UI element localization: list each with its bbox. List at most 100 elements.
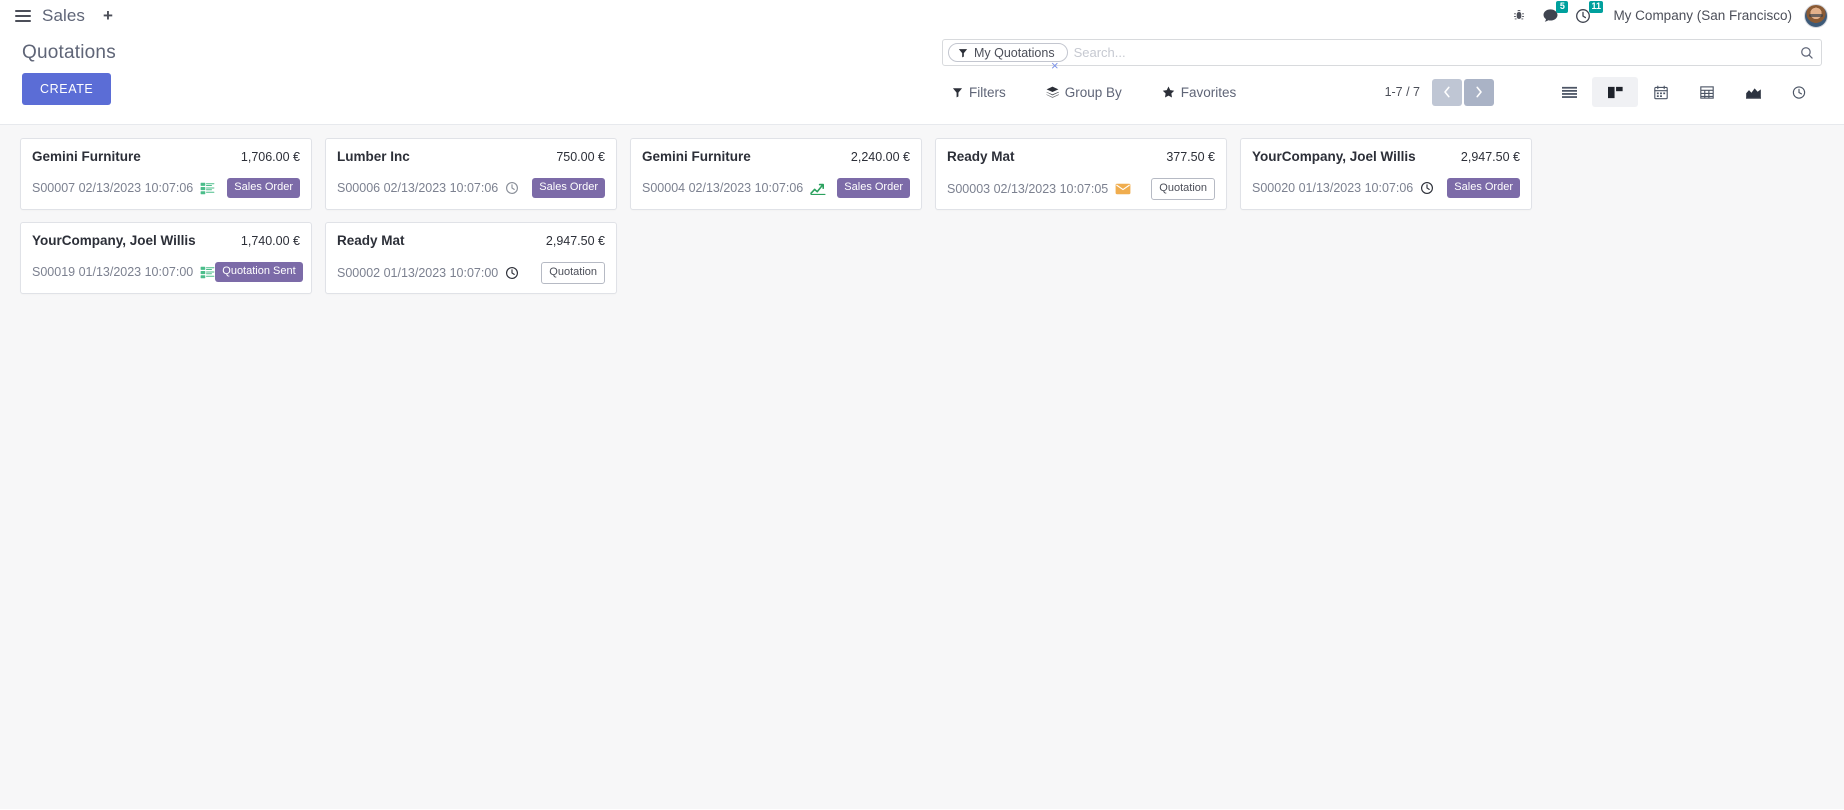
kanban-board: Gemini Furniture 1,706.00 € S00007 02/13/2…	[0, 125, 1844, 809]
activities-button[interactable]: 11	[1567, 0, 1603, 31]
kanban-card-footer: S00006 02/13/2023 10:07:06 Sales Order	[337, 178, 605, 198]
status-badge: Sales Order	[227, 178, 300, 198]
control-panel-left: Quotations CREATE	[22, 31, 116, 105]
pager-previous-button[interactable]	[1432, 78, 1462, 106]
chevron-left-icon	[1444, 86, 1450, 98]
graph-icon	[1745, 87, 1761, 99]
view-graph-button[interactable]	[1730, 77, 1776, 107]
kanban-card-amount: 750.00 €	[556, 150, 605, 164]
kanban-card[interactable]: Gemini Furniture 2,240.00 € S00004 02/13/2…	[630, 138, 922, 210]
group-by-menu-label: Group By	[1064, 84, 1122, 100]
kanban-card-amount: 2,947.50 €	[545, 234, 605, 248]
kanban-card-partner: Gemini Furniture	[642, 149, 751, 164]
apps-menu-icon[interactable]	[8, 2, 38, 30]
view-switcher	[1546, 77, 1822, 107]
bug-icon[interactable]	[1504, 0, 1534, 31]
top-navbar: Sales + 5	[0, 0, 1844, 31]
status-badge: Quotation	[541, 262, 605, 284]
pager-next-button[interactable]	[1464, 78, 1494, 106]
status-badge: Sales Order	[837, 178, 910, 198]
kanban-card[interactable]: Ready Mat 2,947.50 € S00002 01/13/2023 10:…	[325, 222, 617, 294]
clock-icon[interactable]	[1420, 181, 1434, 195]
favorites-menu-label: Favorites	[1180, 84, 1237, 100]
clock-icon	[1792, 85, 1806, 99]
filters-menu[interactable]: Filters	[952, 85, 1006, 100]
kanban-card-reference: S00003 02/13/2023 10:07:05	[947, 182, 1109, 196]
kanban-card-header: Ready Mat 377.50 €	[947, 149, 1215, 164]
view-calendar-button[interactable]	[1638, 77, 1684, 107]
kanban-card[interactable]: Gemini Furniture 1,706.00 € S00007 02/13/2…	[20, 138, 312, 210]
kanban-card-amount: 377.50 €	[1166, 150, 1215, 164]
line-chart-icon[interactable]	[810, 182, 826, 195]
view-kanban-button[interactable]	[1592, 77, 1638, 107]
kanban-card-reference: S00002 01/13/2023 10:07:00	[337, 266, 499, 280]
kanban-card-footer: S00003 02/13/2023 10:07:05 Quotation	[947, 178, 1215, 200]
kanban-card-footer: S00020 01/13/2023 10:07:06 Sales Order	[1252, 178, 1520, 198]
star-icon	[1162, 86, 1175, 98]
status-badge: Quotation	[1151, 178, 1215, 200]
favorites-menu[interactable]: Favorites	[1162, 84, 1237, 100]
view-pivot-button[interactable]	[1684, 77, 1730, 107]
kanban-card-amount: 2,947.50 €	[1460, 150, 1520, 164]
kanban-card[interactable]: YourCompany, Joel Willis 2,947.50 € S00020…	[1240, 138, 1532, 210]
filters-menu-label: Filters	[969, 84, 1006, 100]
view-activity-button[interactable]	[1776, 77, 1822, 107]
create-button[interactable]: CREATE	[22, 73, 112, 105]
group-by-menu[interactable]: Group By	[1046, 85, 1122, 100]
kanban-card-reference: S00020 01/13/2023 10:07:06	[1252, 181, 1414, 195]
clock-icon[interactable]	[505, 181, 519, 195]
kanban-card-reference: S00007 02/13/2023 10:07:06	[32, 181, 194, 195]
kanban-card-amount: 1,740.00 €	[240, 234, 300, 248]
kanban-card-reference: S00004 02/13/2023 10:07:06	[642, 181, 804, 195]
search-facet-remove-icon[interactable]: ×	[1051, 58, 1059, 73]
kanban-card-footer: S00019 01/13/2023 10:07:00 Quotation Sent	[32, 262, 303, 282]
filter-icon	[958, 48, 968, 58]
kanban-card-header: Gemini Furniture 2,240.00 €	[642, 149, 910, 164]
kanban-card-partner: Ready Mat	[337, 233, 405, 248]
kanban-card-footer: S00002 01/13/2023 10:07:00 Quotation	[337, 262, 605, 284]
kanban-card[interactable]: Lumber Inc 750.00 € S00006 02/13/2023 10:0…	[325, 138, 617, 210]
company-switcher[interactable]: My Company (San Francisco)	[1613, 8, 1792, 23]
avatar[interactable]	[1804, 3, 1828, 28]
messages-button[interactable]: 5	[1534, 0, 1569, 31]
clock-icon[interactable]	[505, 266, 519, 280]
kanban-card-header: Lumber Inc 750.00 €	[337, 149, 605, 164]
new-record-plus-icon[interactable]: +	[103, 6, 113, 25]
status-badge: Sales Order	[532, 178, 605, 198]
search-bar[interactable]: My Quotations ×	[942, 39, 1822, 72]
search-facet-my-quotations[interactable]: My Quotations	[948, 43, 1068, 62]
kanban-card-header: Gemini Furniture 1,706.00 €	[32, 149, 300, 164]
view-list-button[interactable]	[1546, 77, 1592, 107]
kanban-card-partner: Ready Mat	[947, 149, 1015, 164]
tasks-icon[interactable]	[200, 266, 215, 279]
kanban-card[interactable]: YourCompany, Joel Willis 1,740.00 € S00019…	[20, 222, 312, 294]
control-panel: Quotations CREATE My Quotations ×	[0, 31, 1844, 125]
envelope-icon[interactable]	[1115, 183, 1131, 195]
kanban-card-header: Ready Mat 2,947.50 €	[337, 233, 605, 248]
layers-icon	[1046, 86, 1059, 98]
search-facet-label: My Quotations	[974, 45, 1055, 60]
control-panel-right: My Quotations × Filters	[942, 31, 1822, 107]
kanban-card-partner: Gemini Furniture	[32, 149, 141, 164]
kanban-card[interactable]: Ready Mat 377.50 € S00003 02/13/2023 10:07…	[935, 138, 1227, 210]
kanban-card-reference: S00019 01/13/2023 10:07:00	[32, 265, 194, 279]
pager: 1-7 / 7	[1385, 78, 1494, 106]
kanban-icon	[1607, 86, 1623, 98]
status-badge: Quotation Sent	[215, 262, 303, 282]
activities-counter: 11	[1589, 1, 1603, 13]
kanban-card-header: YourCompany, Joel Willis 1,740.00 €	[32, 233, 300, 248]
chevron-right-icon	[1476, 86, 1482, 98]
search-icon[interactable]	[1797, 46, 1817, 60]
kanban-card-footer: S00007 02/13/2023 10:07:06 Sales Order	[32, 178, 300, 198]
kanban-card-header: YourCompany, Joel Willis 2,947.50 €	[1252, 149, 1520, 164]
calendar-icon	[1654, 85, 1668, 99]
tasks-icon[interactable]	[200, 182, 215, 195]
search-input[interactable]	[1067, 40, 1797, 65]
page-title: Quotations	[22, 42, 116, 63]
kanban-card-partner: Lumber Inc	[337, 149, 410, 164]
navbar-right: 5 11 My Company (San Francisco)	[1504, 0, 1828, 31]
hamburger-icon	[15, 7, 31, 25]
kanban-card-partner: YourCompany, Joel Willis	[32, 233, 196, 248]
app-brand-sales[interactable]: Sales	[42, 5, 86, 25]
kanban-card-amount: 2,240.00 €	[850, 150, 910, 164]
